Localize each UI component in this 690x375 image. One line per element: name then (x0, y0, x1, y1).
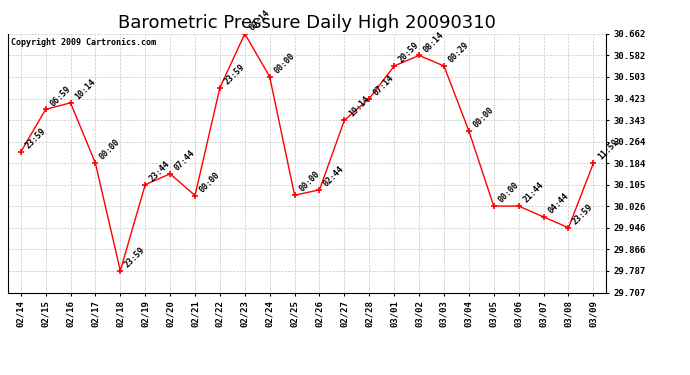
Text: 23:59: 23:59 (23, 127, 47, 151)
Text: 19:14: 19:14 (347, 95, 371, 119)
Text: 08:14: 08:14 (422, 30, 446, 54)
Text: 20:59: 20:59 (397, 40, 421, 64)
Text: 21:44: 21:44 (521, 181, 545, 205)
Text: 09:14: 09:14 (247, 8, 271, 32)
Text: 00:00: 00:00 (496, 181, 520, 205)
Text: 23:59: 23:59 (222, 62, 246, 86)
Text: 00:29: 00:29 (446, 40, 471, 64)
Text: 02:44: 02:44 (322, 164, 346, 189)
Text: 10:14: 10:14 (73, 78, 97, 102)
Text: 00:00: 00:00 (98, 138, 122, 162)
Text: 07:14: 07:14 (372, 73, 396, 97)
Text: 11:59: 11:59 (596, 138, 620, 162)
Text: 23:59: 23:59 (123, 245, 147, 270)
Text: 00:00: 00:00 (471, 106, 495, 130)
Text: 04:44: 04:44 (546, 192, 570, 216)
Text: 00:00: 00:00 (272, 51, 296, 75)
Text: 23:44: 23:44 (148, 159, 172, 183)
Text: 00:00: 00:00 (297, 170, 321, 194)
Text: 23:59: 23:59 (571, 202, 595, 226)
Text: 07:44: 07:44 (172, 148, 197, 172)
Text: 06:59: 06:59 (48, 84, 72, 108)
Title: Barometric Pressure Daily High 20090310: Barometric Pressure Daily High 20090310 (118, 14, 496, 32)
Text: Copyright 2009 Cartronics.com: Copyright 2009 Cartronics.com (11, 38, 156, 46)
Text: 00:00: 00:00 (197, 170, 221, 194)
